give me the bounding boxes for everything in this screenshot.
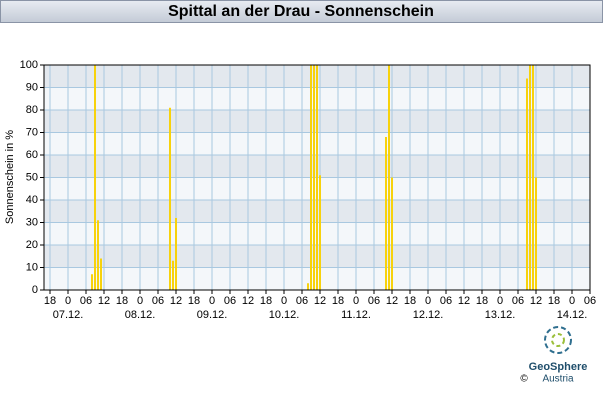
x-tick-label: 06 [224,295,236,307]
y-tick-label: 10 [26,261,38,273]
bar [172,260,174,290]
date-label: 13.12. [485,309,516,321]
x-tick-label: 12 [98,295,110,307]
chart-title: Spittal an der Drau - Sonnenschein [168,3,434,20]
logo: GeoSphere Austria © [520,326,588,385]
bar [532,65,534,290]
y-tick-label: 40 [26,194,38,206]
bar [175,218,177,290]
x-tick-label: 0 [425,295,431,307]
y-tick-label: 70 [26,126,38,138]
y-tick-label: 60 [26,149,38,161]
x-tick-label: 0 [281,295,287,307]
x-tick-label: 12 [530,295,542,307]
x-tick-label: 18 [548,295,560,307]
date-label: 07.12. [53,309,84,321]
x-tick-label: 18 [44,295,56,307]
x-tick-label: 12 [314,295,326,307]
y-tick-label: 90 [26,81,38,93]
x-tick-label: 12 [170,295,182,307]
y-tick-label: 50 [26,171,38,183]
bar [313,65,315,290]
bar [91,274,93,290]
x-tick-label: 0 [569,295,575,307]
x-tick-label: 18 [476,295,488,307]
y-axis-label: Sonnenschein in % [4,130,16,224]
logo-icon-inner [551,333,565,347]
x-tick-label: 0 [137,295,143,307]
logo-name: GeoSphere [529,361,588,373]
x-tick-label: 12 [386,295,398,307]
bar [391,177,393,290]
x-tick-label: 18 [332,295,344,307]
bar [529,65,531,290]
date-label: 11.12. [341,309,371,321]
x-tick-label: 18 [116,295,128,307]
x-tick-label: 18 [404,295,416,307]
bar [526,78,528,290]
bar [385,137,387,290]
x-tick-label: 06 [440,295,452,307]
x-tick-label: 12 [242,295,254,307]
x-tick-label: 12 [458,295,470,307]
y-tick-label: 80 [26,104,38,116]
plot-border [43,64,591,291]
bar [388,65,390,290]
bar [319,175,321,290]
y-tick-label: 30 [26,216,38,228]
x-tick-label: 0 [209,295,215,307]
date-label: 08.12. [125,309,156,321]
bar [97,220,99,290]
date-label: 10.12. [269,309,300,321]
bar [310,65,312,290]
logo-sub: Austria [542,374,574,385]
bar [169,107,171,290]
logo-icon [544,326,572,354]
bar [94,65,96,290]
bar [307,283,309,290]
y-tick-label: 0 [32,284,38,296]
date-label: 09.12. [197,309,228,321]
date-label: 12.12. [413,309,444,321]
bar [316,65,318,290]
x-tick-label: 0 [353,295,359,307]
bar [100,258,102,290]
x-tick-label: 06 [296,295,308,307]
x-tick-label: 0 [65,295,71,307]
copyright: © [520,374,528,385]
x-tick-label: 06 [512,295,524,307]
x-tick-label: 18 [188,295,200,307]
y-tick-label: 20 [26,239,38,251]
x-tick-label: 18 [260,295,272,307]
x-tick-label: 06 [152,295,164,307]
x-tick-label: 06 [80,295,92,307]
x-tick-label: 06 [368,295,380,307]
y-tick-label: 100 [20,59,38,71]
x-tick-label: 06 [584,295,596,307]
bar [535,177,537,290]
x-tick-label: 0 [497,295,503,307]
date-label: 14.12. [557,309,588,321]
